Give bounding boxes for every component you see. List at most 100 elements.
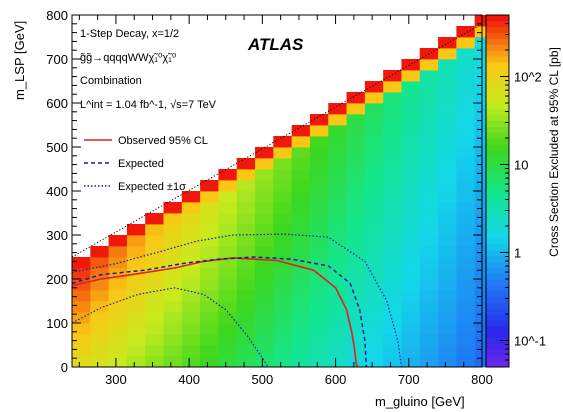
heatmap-cell: [383, 180, 402, 192]
heatmap-cell: [236, 246, 256, 258]
heatmap-cell: [383, 323, 402, 335]
palette-band: [486, 185, 509, 192]
palette-band: [486, 296, 509, 303]
heatmap-cell: [273, 356, 293, 368]
heatmap-cell: [163, 257, 183, 269]
heatmap-cell: [456, 147, 476, 159]
palette-band: [486, 67, 509, 75]
heatmap-cell: [364, 279, 384, 291]
heatmap-cell: [364, 191, 384, 203]
heatmap-cell: [438, 202, 457, 214]
palette-band: [486, 361, 509, 368]
y-tick-label: 700: [46, 52, 68, 67]
heatmap-cell: [383, 345, 402, 357]
palette-band: [486, 273, 509, 280]
heatmap-cell: [328, 345, 347, 357]
y-tick-label: 600: [46, 96, 68, 111]
heatmap-cell: [328, 312, 347, 324]
heatmap-cell: [438, 70, 457, 82]
heatmap-cell: [255, 202, 274, 214]
curve-expected-1-: [71, 287, 269, 368]
heatmap-cell: [456, 180, 476, 192]
heatmap-cell: [419, 345, 439, 357]
color-palette: 10^-1 1 10 10^2: [485, 14, 546, 368]
heatmap-cell: [309, 323, 329, 335]
heatmap-cell: [108, 246, 128, 258]
heatmap-cell: [291, 202, 311, 214]
palette-band: [486, 261, 509, 268]
heatmap-cell: [309, 202, 329, 214]
heatmap-cell: [474, 125, 494, 137]
heatmap-cell: [383, 290, 402, 302]
palette-band: [486, 50, 509, 57]
heatmap-cell: [401, 301, 421, 313]
heatmap-cell: [383, 279, 402, 291]
heatmap-cell: [255, 279, 274, 291]
y-tick-label: 0: [61, 360, 68, 375]
heatmap-cell: [383, 103, 402, 115]
heatmap-cell: [456, 301, 476, 313]
heatmap-cell: [200, 345, 219, 357]
palette-band: [486, 167, 509, 174]
heatmap-cell: [474, 202, 494, 214]
heatmap-cell: [200, 279, 219, 291]
heatmap-cell: [273, 301, 293, 313]
palette-band: [486, 85, 509, 92]
heatmap-cell: [364, 147, 384, 159]
palette-band: [486, 196, 509, 204]
heatmap-cell: [309, 279, 329, 291]
palette-band: [486, 290, 509, 298]
heatmap-cell: [90, 323, 109, 335]
heatmap-cell: [218, 345, 238, 357]
heatmap-cell: [291, 158, 311, 170]
heatmap-cell: [255, 312, 274, 324]
heatmap-cell: [273, 235, 293, 247]
heatmap-cell: [474, 92, 494, 104]
heatmap-cell: [383, 213, 402, 225]
heatmap-cell: [90, 312, 109, 324]
heatmap-cell: [145, 356, 164, 368]
heatmap-cell: [200, 356, 219, 368]
heatmap-cell: [218, 213, 238, 225]
heatmap-cell: [419, 191, 439, 203]
heatmap-cell: [145, 257, 164, 269]
heatmap-cell: [474, 15, 494, 27]
heatmap-cell: [273, 345, 293, 357]
x-tick-label: 800: [471, 372, 493, 387]
heatmap-cell: [383, 356, 402, 368]
palette-band: [486, 173, 509, 180]
palette-band: [486, 44, 509, 51]
palette-band: [486, 220, 509, 227]
heatmap-cell: [218, 169, 238, 181]
heatmap-cell: [200, 323, 219, 335]
heatmap-cell: [200, 312, 219, 324]
heatmap-cell: [364, 334, 384, 346]
y-tick-label: 400: [46, 184, 68, 199]
palette-band: [486, 208, 509, 215]
heatmap-cell: [291, 213, 311, 225]
heatmap-cell: [346, 235, 366, 247]
heatmap-cell: [346, 301, 366, 313]
heatmap-cell: [328, 257, 347, 269]
heatmap-cell: [163, 202, 183, 214]
heatmap-cell: [364, 125, 384, 137]
heatmap-cell: [364, 312, 384, 324]
heatmap-cell: [456, 81, 476, 93]
heatmap-cell: [474, 48, 494, 60]
palette-band: [486, 267, 509, 274]
heatmap-cell: [200, 301, 219, 313]
palette-band: [486, 91, 509, 98]
heatmap-cell: [145, 323, 164, 335]
heatmap-cell: [474, 279, 494, 291]
x-tick-label: 700: [398, 372, 420, 387]
heatmap-cell: [364, 180, 384, 192]
heatmap-cell: [328, 290, 347, 302]
heatmap-cell: [218, 235, 238, 247]
z-tick-label: 10^2: [514, 70, 542, 85]
heatmap-cell: [200, 191, 219, 203]
heatmap-cell: [401, 345, 421, 357]
heatmap-cell: [438, 180, 457, 192]
heatmap-cell: [309, 180, 329, 192]
heatmap-cell: [181, 202, 201, 214]
heatmap-cell: [438, 246, 457, 258]
